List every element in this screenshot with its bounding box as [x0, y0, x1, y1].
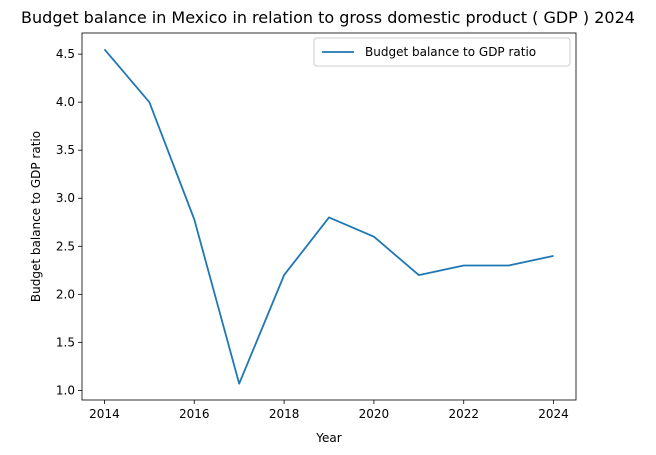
x-tick-label: 2020 — [359, 407, 390, 421]
x-axis: 2014 2016 2018 2020 2022 2024 — [89, 400, 569, 421]
y-tick-label: 1.5 — [56, 335, 75, 349]
x-tick-label: 2016 — [179, 407, 210, 421]
plot-area — [81, 32, 577, 401]
x-tick-label: 2014 — [89, 407, 120, 421]
y-tick-label: 4.0 — [56, 95, 75, 109]
series-layer — [103, 48, 554, 385]
x-tick-label: 2018 — [269, 407, 300, 421]
y-tick-label: 3.0 — [56, 191, 75, 205]
chart-title: Budget balance in Mexico in relation to … — [21, 8, 635, 27]
y-tick-label: 3.5 — [56, 143, 75, 157]
legend-label: Budget balance to GDP ratio — [365, 45, 536, 59]
series-line — [103, 48, 554, 385]
x-tick-label: 2022 — [448, 407, 479, 421]
y-tick-label: 2.5 — [56, 239, 75, 253]
y-axis-label: Budget balance to GDP ratio — [29, 131, 43, 302]
y-axis: 1.0 1.5 2.0 2.5 3.0 3.5 4.0 4.5 — [56, 47, 82, 397]
x-axis-label: Year — [315, 431, 341, 445]
x-tick-label: 2024 — [538, 407, 569, 421]
y-tick-label: 1.0 — [56, 383, 75, 397]
legend-frame — [313, 37, 571, 67]
y-tick-label: 4.5 — [56, 47, 75, 61]
legend: Budget balance to GDP ratio — [313, 37, 571, 67]
y-tick-label: 2.0 — [56, 287, 75, 301]
